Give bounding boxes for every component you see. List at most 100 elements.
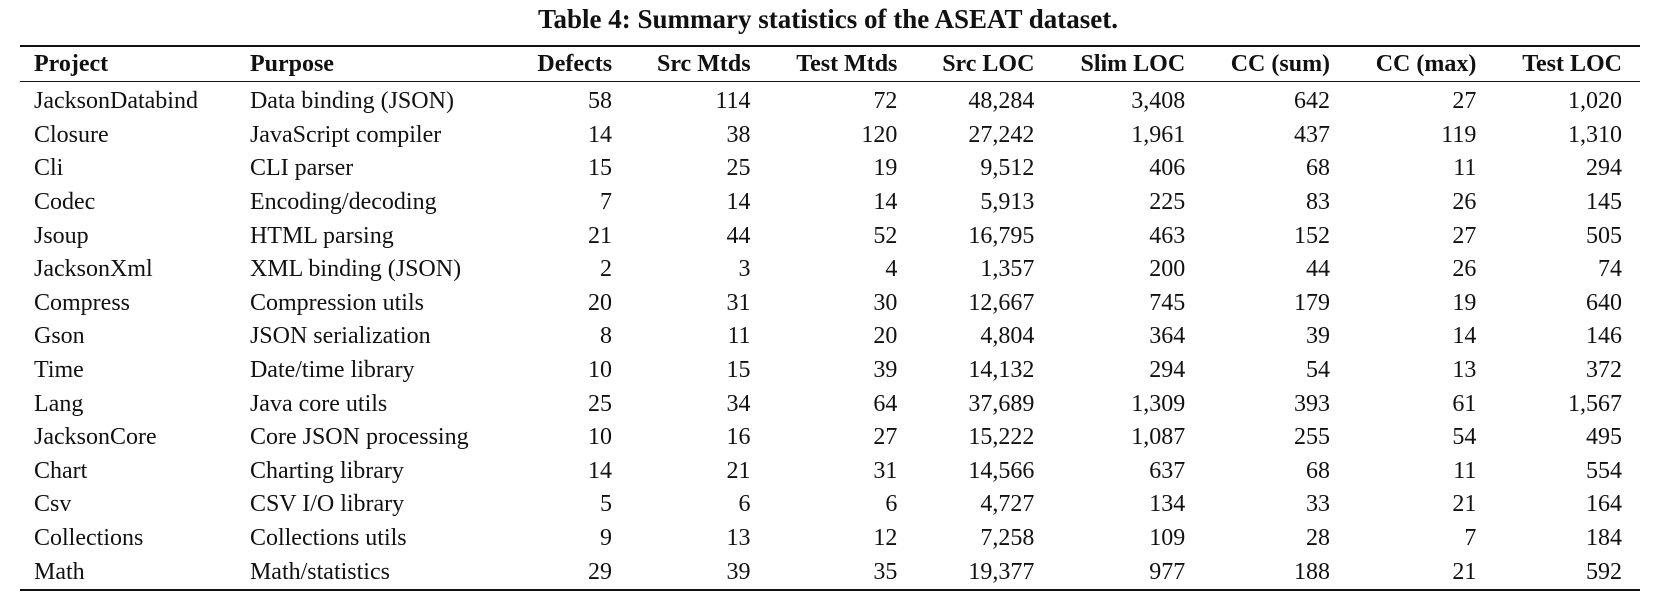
table-row: Chart Charting library 14 21 31 14,566 637 68 11… <box>20 455 1640 489</box>
cell-test-mtds: 35 <box>873 558 898 585</box>
cell-defects: 29 <box>588 558 613 585</box>
cell-test-mtds: 12 <box>873 525 898 552</box>
cell-project: Closure <box>34 121 109 148</box>
cell-test-loc: 495 <box>1586 424 1622 451</box>
column-header-project: Project <box>34 50 109 77</box>
cell-cc-sum: 188 <box>1294 558 1331 585</box>
cell-test-mtds: 27 <box>873 424 898 451</box>
cell-cc-max: 27 <box>1452 88 1477 115</box>
cell-slim-loc: 294 <box>1149 357 1186 384</box>
cell-slim-loc: 1,087 <box>1131 424 1186 451</box>
cell-cc-sum: 83 <box>1306 189 1331 216</box>
cell-purpose: HTML parsing <box>249 222 394 249</box>
table-row: Time Date/time library 10 15 39 14,132 294 54 13… <box>20 354 1640 388</box>
table-body: JacksonDatabind Data binding (JSON) 58 114 7… <box>20 82 1640 590</box>
cell-purpose: CLI parser <box>249 155 354 182</box>
cell-defects: 15 <box>588 155 613 182</box>
cell-slim-loc: 134 <box>1149 491 1186 518</box>
table-header: Project Purpose Defects Src Mtds Test Mt… <box>20 46 1640 82</box>
table-row: Collections Collections utils 9 13 12 7,258 10… <box>20 522 1640 556</box>
cell-cc-max: 7 <box>1464 525 1477 552</box>
cell-defects: 10 <box>588 357 613 384</box>
cell-src-loc: 27,242 <box>968 121 1035 148</box>
cell-src-loc: 4,804 <box>980 323 1035 350</box>
cell-slim-loc: 3,408 <box>1131 88 1186 115</box>
cell-src-loc: 16,795 <box>968 222 1035 249</box>
cell-src-mtds: 16 <box>726 424 751 451</box>
cell-src-mtds: 6 <box>738 491 751 518</box>
table-row: JacksonXml XML binding (JSON) 2 3 4 1,357 200 4… <box>20 253 1640 287</box>
cell-slim-loc: 1,309 <box>1131 390 1186 417</box>
cell-src-mtds: 25 <box>726 155 751 182</box>
cell-cc-sum: 179 <box>1294 289 1331 316</box>
cell-test-mtds: 30 <box>873 289 898 316</box>
cell-cc-sum: 54 <box>1306 357 1331 384</box>
table-row: JacksonDatabind Data binding (JSON) 58 114 7… <box>20 82 1640 119</box>
cell-src-loc: 5,913 <box>980 189 1035 216</box>
cell-purpose: CSV I/O library <box>249 491 405 518</box>
cell-project: Compress <box>34 289 130 316</box>
table-row: Lang Java core utils 25 34 64 37,689 1,309 393 6… <box>20 387 1640 421</box>
cell-test-loc: 146 <box>1586 323 1622 350</box>
cell-src-loc: 14,566 <box>968 457 1035 484</box>
table-row: Math Math/statistics 29 39 35 19,377 977 188 21 5… <box>20 555 1640 590</box>
cell-test-loc: 1,310 <box>1568 121 1622 148</box>
cell-purpose: Encoding/decoding <box>249 189 437 216</box>
cell-cc-max: 27 <box>1452 222 1477 249</box>
cell-test-mtds: 19 <box>873 155 898 182</box>
cell-test-mtds: 120 <box>861 121 898 148</box>
cell-slim-loc: 406 <box>1149 155 1186 182</box>
cell-cc-max: 11 <box>1453 457 1477 484</box>
cell-test-mtds: 14 <box>873 189 898 216</box>
cell-src-loc: 1,357 <box>980 256 1035 283</box>
cell-purpose: Collections utils <box>249 525 407 552</box>
cell-defects: 25 <box>588 390 613 417</box>
cell-cc-sum: 393 <box>1294 390 1331 417</box>
cell-project: Math <box>34 558 85 585</box>
cell-project: Time <box>34 357 84 384</box>
cell-slim-loc: 109 <box>1149 525 1186 552</box>
table-row: Jsoup HTML parsing 21 44 52 16,795 463 152 27 505 <box>20 219 1640 253</box>
cell-src-loc: 9,512 <box>980 155 1035 182</box>
cell-test-mtds: 39 <box>873 357 898 384</box>
cell-defects: 10 <box>588 424 613 451</box>
cell-src-loc: 19,377 <box>968 558 1035 585</box>
cell-src-mtds: 39 <box>726 558 751 585</box>
cell-test-loc: 294 <box>1586 155 1622 182</box>
cell-src-mtds: 34 <box>726 390 751 417</box>
cell-src-mtds: 38 <box>726 121 751 148</box>
cell-test-loc: 184 <box>1586 525 1622 552</box>
cell-test-loc: 164 <box>1586 491 1622 518</box>
table-row: Csv CSV I/O library 5 6 6 4,727 134 33 21 164 <box>20 488 1640 522</box>
cell-test-loc: 372 <box>1586 357 1622 384</box>
cell-project: JacksonDatabind <box>34 88 198 115</box>
cell-defects: 20 <box>588 289 613 316</box>
header-row: Project Purpose Defects Src Mtds Test Mt… <box>20 46 1640 82</box>
cell-test-loc: 505 <box>1586 222 1622 249</box>
cell-cc-max: 54 <box>1452 424 1477 451</box>
cell-src-mtds: 114 <box>715 88 751 115</box>
cell-cc-max: 19 <box>1452 289 1477 316</box>
cell-cc-max: 119 <box>1441 121 1477 148</box>
cell-test-loc: 640 <box>1586 289 1622 316</box>
cell-src-mtds: 14 <box>726 189 751 216</box>
cell-src-loc: 37,689 <box>968 390 1035 417</box>
cell-purpose: Charting library <box>249 457 404 484</box>
column-header-purpose: Purpose <box>249 50 334 77</box>
column-header-defects: Defects <box>537 50 613 77</box>
column-header-src-loc: Src LOC <box>942 50 1035 77</box>
cell-project: JacksonCore <box>34 424 157 451</box>
table-row: Closure JavaScript compiler 14 38 120 27,242 1… <box>20 119 1640 153</box>
cell-project: JacksonXml <box>34 256 153 283</box>
cell-src-mtds: 31 <box>726 289 751 316</box>
cell-purpose: Data binding (JSON) <box>249 88 454 115</box>
cell-purpose: Core JSON processing <box>249 424 469 451</box>
cell-project: Cli <box>34 155 64 182</box>
cell-cc-sum: 255 <box>1294 424 1331 451</box>
cell-src-loc: 4,727 <box>980 491 1035 518</box>
cell-test-mtds: 52 <box>873 222 898 249</box>
cell-defects: 14 <box>588 457 613 484</box>
cell-cc-sum: 68 <box>1306 457 1331 484</box>
cell-test-loc: 74 <box>1598 256 1622 283</box>
